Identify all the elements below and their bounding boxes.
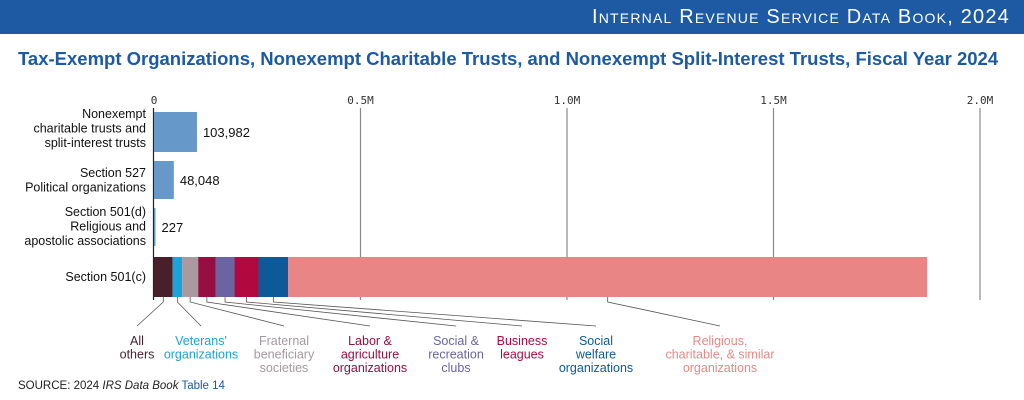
leader-line	[189, 297, 285, 327]
segment-label: Social & recreation clubs	[428, 334, 484, 375]
category-label: Section 527 Political organizations	[25, 166, 146, 195]
segment-label: Social welfare organizations	[559, 334, 633, 375]
bar	[154, 161, 174, 199]
segment-label: Veterans' organizations	[164, 334, 238, 362]
segment-label: Business leagues	[497, 334, 548, 362]
stack-segment	[198, 257, 216, 297]
source-publication: IRS Data Book	[102, 380, 179, 392]
stack-segment	[288, 257, 928, 297]
data-label: 227	[162, 220, 184, 235]
stack-segment	[234, 257, 259, 297]
category-label: Section 501(c)	[65, 270, 146, 284]
leader-line	[272, 297, 597, 327]
source-table-link[interactable]: Table 14	[181, 380, 225, 392]
leader-line	[176, 297, 202, 327]
x-tick-label: 1.5M	[760, 94, 787, 107]
x-tick-label: 2.0M	[967, 94, 994, 107]
segment-label: All others	[120, 334, 155, 362]
source-note: SOURCE: 2024 IRS Data Book Table 14	[18, 380, 225, 392]
x-tick-label: 0	[151, 94, 158, 107]
x-tick-label: 0.5M	[347, 94, 374, 107]
stack-segment	[172, 257, 183, 297]
leader-line	[136, 297, 164, 327]
stack-segment	[258, 257, 289, 297]
category-label: Section 501(d) Religious and apostolic ass…	[24, 205, 146, 248]
leader-line	[246, 297, 523, 327]
segment-label: Fraternal beneficiary societies	[254, 334, 315, 375]
leader-line	[224, 297, 457, 327]
chart-title: Tax-Exempt Organizations, Nonexempt Char…	[18, 48, 999, 69]
data-label: 48,048	[180, 173, 220, 188]
leader-line	[206, 297, 371, 327]
stack-segment	[215, 257, 235, 297]
stack-segment	[154, 257, 173, 297]
category-label: Nonexempt charitable trusts and split-inte…	[33, 107, 146, 150]
header-banner: Internal Revenue Service Data Book, 2024	[0, 0, 1024, 34]
banner-title: Internal Revenue Service Data Book, 2024	[591, 6, 1010, 28]
leader-line	[607, 297, 721, 327]
bar	[154, 112, 197, 152]
segment-label: Religious, charitable, & similar organizat…	[665, 334, 774, 375]
bar	[154, 208, 156, 246]
stack-segment	[182, 257, 199, 297]
data-label: 103,982	[203, 125, 250, 140]
x-tick: 2.0M	[967, 94, 994, 300]
segment-label: Labor & agriculture organizations	[333, 334, 407, 375]
source-prefix: SOURCE: 2024	[18, 380, 103, 392]
x-tick: 0	[151, 94, 158, 107]
x-tick-label: 1.0M	[554, 94, 581, 107]
